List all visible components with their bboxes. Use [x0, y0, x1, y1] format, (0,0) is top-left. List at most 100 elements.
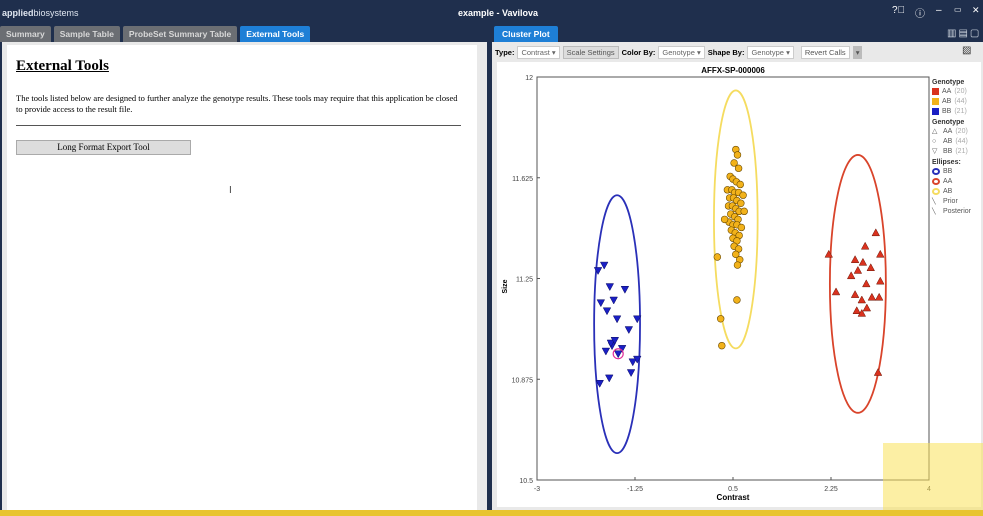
legend-shape-title: Genotype [932, 119, 965, 126]
point-bb [626, 369, 636, 378]
y-tick-label: 10.875 [512, 377, 534, 384]
point-ab [732, 250, 740, 259]
point-aa [857, 308, 867, 317]
legend-label: BB [943, 167, 953, 175]
ellipse-swatch-icon [932, 167, 940, 175]
point-aa [850, 290, 860, 298]
chart-title: AFFX-SP-000006 [701, 66, 765, 75]
point-aa [852, 306, 861, 314]
point-bb [633, 315, 642, 324]
legend-label: Prior [943, 197, 958, 205]
line-prior-icon: ╲ [932, 198, 936, 205]
shape-by-dropdown[interactable]: Genotype ▾ [747, 46, 794, 59]
tab-sample-table[interactable]: Sample Table [53, 26, 120, 42]
point-ab [736, 180, 744, 189]
divider [16, 125, 461, 126]
point-aa [850, 255, 860, 263]
brand-rest: biosystems [33, 8, 79, 18]
revert-calls-dropdown-icon[interactable]: ▾ [852, 46, 863, 59]
legend-item-ellipse: BB [932, 166, 982, 176]
selected-point [612, 348, 624, 360]
legend-label: AB [943, 187, 953, 195]
info-icon[interactable]: ⓘ [915, 9, 925, 20]
shape-aa-icon: △ [932, 128, 938, 135]
point-ab [737, 199, 745, 207]
point-aa [873, 368, 883, 376]
point-bb [601, 347, 611, 356]
point-aa [831, 287, 841, 296]
y-tick-label: 10.5 [519, 478, 533, 485]
type-label: Type: [495, 48, 515, 57]
shape-by-value: Genotype [751, 48, 784, 57]
tab-cluster-plot[interactable]: Cluster Plot [494, 26, 558, 42]
legend-color-title: Genotype [932, 79, 965, 86]
point-aa [862, 303, 872, 312]
legend-count: (44) [954, 97, 967, 105]
legend-count: (20) [955, 127, 968, 135]
point-bb [624, 326, 634, 335]
external-tools-panel: External Tools The tools listed below ar… [2, 42, 487, 516]
point-ab [737, 223, 746, 232]
legend-label: AA [943, 127, 953, 135]
point-bb [610, 337, 620, 345]
point-ab [733, 261, 742, 269]
tab-summary[interactable]: Summary [0, 26, 51, 42]
help-icon[interactable]: ?⃝ [892, 5, 906, 16]
legend-item-ellipse: AA [932, 176, 982, 186]
point-bb [596, 299, 606, 308]
description-text: The tools listed below are designed to f… [16, 93, 458, 114]
point-bb [628, 358, 637, 367]
point-ab [740, 207, 748, 216]
point-bb [612, 315, 622, 324]
legend-count: (44) [955, 137, 968, 145]
point-bb [609, 296, 618, 305]
legend-item-ellipse: AB [932, 186, 982, 196]
point-bb [593, 267, 603, 275]
color-swatch-icon [932, 107, 939, 115]
brand-logo: appliedbiosystems [2, 8, 79, 18]
ellipse-bb [593, 194, 641, 455]
plot-toolbar: Type: Contrast ▾ Scale Settings Color By… [495, 45, 863, 60]
legend-label: BB [942, 107, 952, 115]
left-tab-bar: Summary Sample Table ProbeSet Summary Ta… [0, 26, 311, 42]
legend-item-shape: △ AA (20) [932, 126, 982, 136]
restore-icon[interactable]: ▭ [954, 5, 962, 14]
point-bb [595, 380, 604, 388]
scale-settings-button[interactable]: Scale Settings [562, 46, 619, 59]
y-tick-label: 11.25 [516, 277, 533, 284]
close-icon[interactable]: ✕ [972, 5, 980, 15]
minimize-icon[interactable]: – [936, 5, 942, 16]
point-aa [860, 241, 870, 250]
color-swatch-icon [932, 97, 939, 105]
x-tick-label: 0.5 [728, 486, 738, 493]
color-by-label: Color By: [621, 48, 656, 57]
external-tools-content: External Tools The tools listed below ar… [7, 45, 477, 513]
point-ab [713, 253, 722, 261]
export-image-icon[interactable]: ▨ [962, 45, 972, 56]
legend-item-shape: ▽ BB (21) [932, 146, 982, 156]
legend: Genotype AA (20) AB (44) BB (21) Genotype △ AA… [932, 76, 982, 216]
color-by-dropdown[interactable]: Genotype ▾ [658, 46, 705, 59]
tab-external-tools[interactable]: External Tools [240, 26, 311, 42]
type-dropdown[interactable]: Contrast ▾ [517, 46, 560, 59]
point-bb [620, 285, 630, 294]
shape-ab-icon: ○ [932, 137, 937, 145]
x-tick-label: -1.25 [627, 486, 643, 493]
layout-icons[interactable]: ▥▤▢ [947, 28, 982, 39]
revert-calls-button[interactable]: Revert Calls [800, 46, 850, 59]
point-aa [876, 276, 885, 285]
y-tick-label: 12 [525, 75, 533, 82]
point-ab [718, 341, 726, 350]
tab-probeset-summary-table[interactable]: ProbeSet Summary Table [122, 26, 238, 42]
y-tick-label: 11.625 [512, 176, 533, 183]
color-by-value: Genotype [662, 48, 695, 57]
long-format-export-tool-button[interactable]: Long Format Export Tool [16, 140, 191, 155]
ellipse-swatch-icon [932, 187, 940, 195]
point-bb [613, 350, 623, 359]
point-ab [720, 215, 729, 224]
title-bar: appliedbiosystems example - Vavilova ?⃝ … [0, 0, 983, 24]
legend-label: AB [942, 97, 952, 105]
x-axis-label: Contrast [717, 493, 750, 502]
legend-item-shape: ○ AB (44) [932, 136, 982, 146]
